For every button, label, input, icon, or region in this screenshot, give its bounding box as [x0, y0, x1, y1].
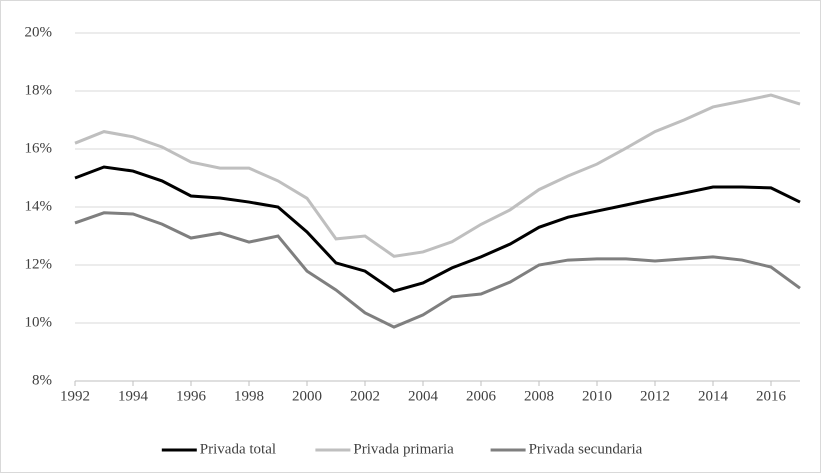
- x-tick-label: 1992: [60, 388, 90, 404]
- y-tick-label: 14%: [25, 198, 53, 214]
- y-tick-label: 20%: [25, 24, 53, 40]
- x-tick-label: 2010: [582, 388, 612, 404]
- x-tick-label: 2008: [524, 388, 554, 404]
- x-tick-label: 2000: [292, 388, 322, 404]
- y-tick-label: 8%: [32, 372, 52, 388]
- x-tick-label: 1996: [176, 388, 207, 404]
- series-line: [74, 211, 801, 329]
- x-tick-label: 1998: [234, 388, 264, 404]
- y-tick-label: 18%: [25, 82, 53, 98]
- legend-label: Privada secundaria: [529, 441, 643, 457]
- x-tick-label: 2004: [408, 388, 439, 404]
- x-tick-label: 2006: [466, 388, 497, 404]
- series-line: [74, 165, 801, 293]
- y-tick-label: 12%: [25, 256, 53, 272]
- x-tick-label: 2016: [756, 388, 787, 404]
- x-tick-label: 2012: [640, 388, 670, 404]
- x-tick-label: 1994: [118, 388, 149, 404]
- y-tick-label: 10%: [25, 314, 53, 330]
- y-tick-label: 16%: [25, 140, 53, 156]
- legend-label: Privada primaria: [353, 441, 454, 457]
- legend-label: Privada total: [200, 441, 276, 457]
- series-line: [74, 93, 801, 258]
- x-tick-label: 2014: [698, 388, 729, 404]
- x-tick-label: 2002: [350, 388, 380, 404]
